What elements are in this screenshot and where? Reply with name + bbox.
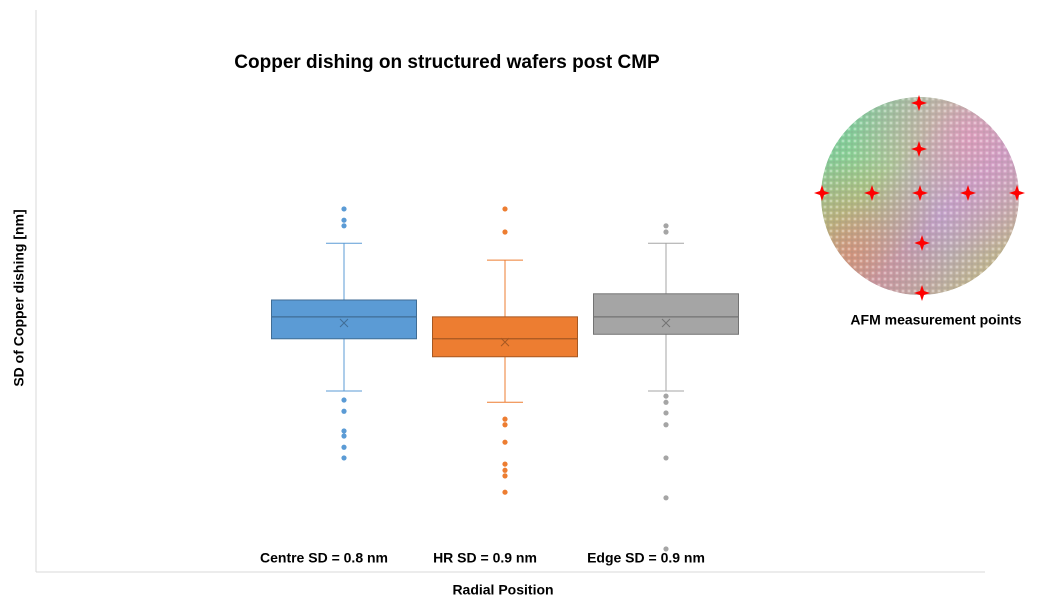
outlier xyxy=(502,490,507,495)
x-tick-label: HR SD = 0.9 nm xyxy=(433,550,537,566)
chart-title: Copper dishing on structured wafers post… xyxy=(234,52,660,73)
box xyxy=(594,294,739,334)
outlier xyxy=(341,218,346,223)
outlier xyxy=(663,223,668,228)
outlier xyxy=(663,410,668,415)
outlier xyxy=(663,455,668,460)
outlier xyxy=(341,455,346,460)
outlier xyxy=(502,422,507,427)
outlier xyxy=(502,206,507,211)
outlier xyxy=(341,445,346,450)
outlier xyxy=(663,400,668,405)
outlier xyxy=(502,417,507,422)
outlier xyxy=(341,409,346,414)
annotation: AFM measurement points xyxy=(850,312,1021,328)
outlier xyxy=(341,397,346,402)
outlier xyxy=(663,495,668,500)
box xyxy=(272,300,417,339)
x-axis-label: Radial Position xyxy=(452,582,553,598)
outlier xyxy=(663,422,668,427)
outlier xyxy=(341,223,346,228)
x-tick-label: Centre SD = 0.8 nm xyxy=(260,550,388,566)
outlier xyxy=(341,428,346,433)
box xyxy=(433,317,578,357)
outlier xyxy=(341,433,346,438)
outlier xyxy=(502,229,507,234)
outlier xyxy=(502,461,507,466)
chart: Copper dishing on structured wafers post… xyxy=(0,0,1039,598)
outlier xyxy=(502,440,507,445)
x-tick-label: Edge SD = 0.9 nm xyxy=(587,550,705,566)
outlier xyxy=(341,206,346,211)
outlier xyxy=(663,393,668,398)
y-axis-label: SD of Copper dishing [nm] xyxy=(11,209,27,386)
outlier xyxy=(502,473,507,478)
outlier xyxy=(502,468,507,473)
outlier xyxy=(663,229,668,234)
